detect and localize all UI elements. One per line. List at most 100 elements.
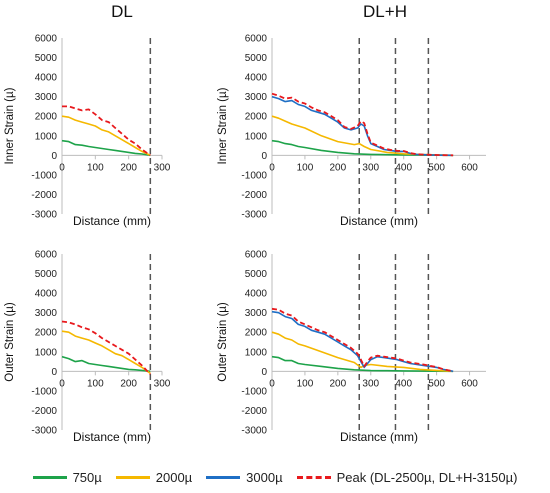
dlh-outer-ytick-label: 6000 — [245, 250, 268, 261]
dlh-inner-xtick-label: 400 — [395, 162, 412, 173]
dl-inner-ytick-label: -1000 — [31, 170, 57, 181]
dlh-outer-ytick-label: -1000 — [241, 386, 267, 397]
legend-label-750: 750µ — [72, 469, 102, 485]
dlh-outer-ytick-label: 1000 — [245, 347, 268, 358]
dlh-outer-series-3000 — [271, 310, 454, 373]
legend-item-3000: 3000µ — [206, 469, 283, 485]
dlh-outer-series-2000 — [271, 331, 454, 373]
dl-outer-xtick-label: 100 — [87, 378, 104, 389]
dl-outer-ytick-label: 0 — [51, 367, 57, 378]
dl-inner-ytick-label: 2000 — [35, 112, 58, 123]
dlh-inner-ytick-label: -1000 — [241, 170, 267, 181]
dl-inner-ytick-label: 6000 — [35, 34, 58, 45]
dlh-outer-xtick-label: 400 — [395, 378, 412, 389]
legend-item-peak: Peak (DL-2500µ, DL+H-3150µ) — [296, 469, 518, 485]
dlh-outer-xtick-label: 500 — [428, 378, 445, 389]
dlh-inner-xtick-label: 300 — [362, 162, 379, 173]
dlh-outer-y-axis-label: Outer Strain (µ) — [217, 302, 229, 382]
legend-item-750: 750µ — [32, 469, 102, 485]
dl-outer-series-peak — [61, 320, 151, 375]
dlh-outer-ytick-label: 5000 — [245, 269, 268, 280]
legend-swatch-peak — [296, 475, 331, 479]
dl-inner-ytick-label: 3000 — [35, 92, 58, 103]
dlh-outer-xtick-label: 0 — [269, 378, 275, 389]
dl-outer-ytick-label: 1000 — [35, 347, 58, 358]
dl-outer-xtick-label: 0 — [59, 378, 65, 389]
dl-inner-series-peak — [62, 105, 151, 157]
dlh-outer-x-axis-label: Distance (mm) — [340, 430, 418, 444]
dl-inner-xtick-label: 300 — [154, 162, 171, 173]
dlh-inner-ytick-label: 4000 — [245, 73, 268, 84]
dlh-outer-xtick-label: 100 — [297, 378, 314, 389]
legend-swatch-3000 — [206, 475, 241, 479]
dlh-inner-y-axis-label: Inner Strain (µ) — [217, 87, 229, 164]
dlh-inner-ytick-label: 2000 — [245, 112, 268, 123]
dlh-inner-series-2000 — [271, 115, 454, 157]
dl-outer-ytick-label: -1000 — [31, 386, 57, 397]
dl-outer-ytick-label: -3000 — [31, 426, 57, 437]
dlh-outer-ytick-label: 3000 — [245, 308, 268, 319]
dl-inner-ytick-label: 1000 — [35, 131, 58, 142]
dlh-outer-ytick-label: 0 — [261, 367, 267, 378]
dl-outer-ytick-label: 3000 — [35, 308, 58, 319]
dlh-inner-ytick-label: 0 — [261, 151, 267, 162]
dlh-inner-xtick-label: 200 — [330, 162, 347, 173]
dlh-outer-ytick-label: 2000 — [245, 328, 268, 339]
dl-outer-ytick-label: 6000 — [35, 250, 58, 261]
dl-outer-series-750 — [61, 355, 151, 373]
column-title-dl: DL — [111, 2, 133, 21]
dlh-inner-ytick-label: 1000 — [245, 131, 268, 142]
dl-inner-series-750 — [61, 139, 151, 157]
dl-inner-ytick-label: 0 — [51, 151, 57, 162]
column-title-dlh: DL+H — [363, 2, 407, 21]
chart-canvas: -3000-2000-10000100020003000400050006000… — [4, 34, 486, 444]
dl-inner-ytick-label: -3000 — [31, 210, 57, 221]
legend-item-2000: 2000µ — [115, 469, 193, 485]
dlh-inner-ytick-label: -2000 — [241, 190, 267, 201]
dlh-outer-series-peak — [271, 307, 454, 373]
dl-outer-xtick-label: 200 — [120, 378, 137, 389]
dlh-inner-xtick-label: 500 — [428, 162, 445, 173]
dl-outer-xtick-label: 300 — [154, 378, 171, 389]
dl-outer-series-2000 — [61, 330, 151, 374]
dlh-inner-xtick-label: 600 — [461, 162, 478, 173]
dlh-inner-series-750 — [271, 139, 454, 157]
dlh-outer-xtick-label: 200 — [330, 378, 347, 389]
dl-outer-ytick-label: -2000 — [31, 406, 57, 417]
dl-inner-ytick-label: 4000 — [35, 73, 58, 84]
dlh-inner-xtick-label: 100 — [297, 162, 314, 173]
dlh-outer-series-750 — [271, 355, 454, 373]
dl-outer-ytick-label: 4000 — [35, 289, 58, 300]
dlh-outer-ytick-label: -3000 — [241, 426, 267, 437]
dlh-inner-xtick-label: 0 — [269, 162, 275, 173]
legend-swatch-750 — [32, 475, 67, 479]
dl-inner-xtick-label: 200 — [120, 162, 137, 173]
dl-outer-ytick-label: 5000 — [35, 269, 58, 280]
dlh-outer-ytick-label: -2000 — [241, 406, 267, 417]
dl-inner-ytick-label: -2000 — [31, 190, 57, 201]
dlh-inner-series-3000 — [271, 95, 454, 157]
dlh-inner-ytick-label: 5000 — [245, 53, 268, 64]
dlh-outer-xtick-label: 600 — [461, 378, 478, 389]
dlh-inner-ytick-label: 3000 — [245, 92, 268, 103]
legend-label-2000: 2000µ — [155, 469, 193, 485]
dl-inner-x-axis-label: Distance (mm) — [73, 214, 151, 228]
dl-inner-ytick-label: 5000 — [35, 53, 58, 64]
dlh-inner-ytick-label: 6000 — [245, 34, 268, 45]
dl-inner-series-2000 — [61, 115, 151, 157]
dl-outer-x-axis-label: Distance (mm) — [73, 430, 151, 444]
dlh-inner-ytick-label: -3000 — [241, 210, 267, 221]
dlh-outer-ytick-label: 4000 — [245, 289, 268, 300]
dl-inner-y-axis-label: Inner Strain (µ) — [4, 87, 16, 164]
dl-inner-xtick-label: 0 — [59, 162, 65, 173]
dlh-inner-x-axis-label: Distance (mm) — [340, 214, 418, 228]
dl-inner-xtick-label: 100 — [87, 162, 104, 173]
dl-outer-y-axis-label: Outer Strain (µ) — [4, 302, 16, 382]
legend-label-3000: 3000µ — [246, 469, 283, 485]
legend-label-peak: Peak (DL-2500µ, DL+H-3150µ) — [336, 469, 518, 485]
legend-swatch-2000 — [115, 475, 150, 479]
dl-outer-ytick-label: 2000 — [35, 328, 58, 339]
dlh-outer-xtick-label: 300 — [362, 378, 379, 389]
legend: 750µ 2000µ 3000µ Peak (DL-2500µ, DL+H-31… — [0, 466, 550, 488]
dlh-inner-series-peak — [271, 92, 454, 157]
